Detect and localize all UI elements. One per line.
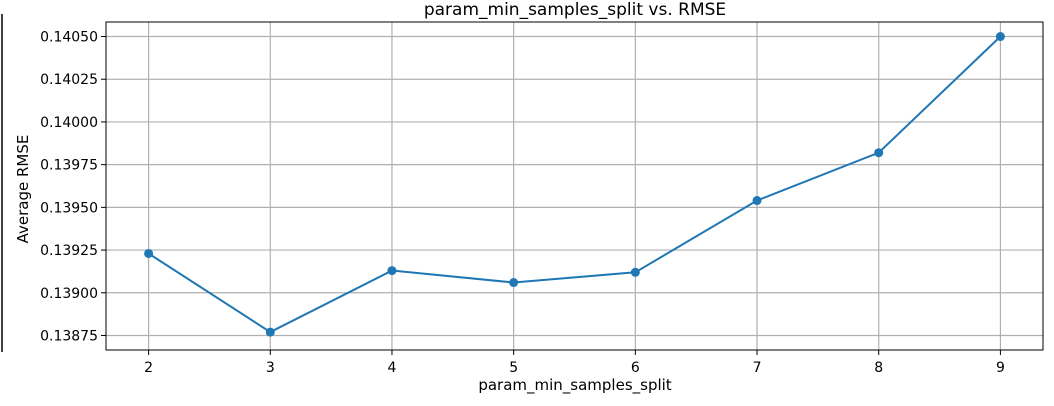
- x-tick-label: 6: [631, 360, 640, 376]
- data-point: [509, 278, 519, 288]
- data-point: [265, 327, 275, 337]
- data-point: [995, 32, 1005, 42]
- data-point: [874, 148, 884, 158]
- y-tick-label: 0.14050: [40, 30, 98, 46]
- x-tick-label: 9: [996, 360, 1005, 376]
- series-group: [144, 32, 1005, 337]
- y-tick-label: 0.14000: [40, 115, 98, 131]
- x-tick-label: 2: [144, 360, 153, 376]
- plot-frame: [105, 21, 1044, 351]
- x-tick-label: 8: [874, 360, 883, 376]
- x-tick-label: 4: [388, 360, 397, 376]
- y-tick-label: 0.13950: [40, 200, 98, 216]
- series-line: [148, 35, 1002, 334]
- x-tick-label: 3: [266, 360, 275, 376]
- data-point: [387, 266, 397, 276]
- x-axis-label: param_min_samples_split: [478, 376, 671, 395]
- y-tick-label: 0.14025: [40, 72, 98, 88]
- data-point: [630, 267, 640, 277]
- data-point: [752, 196, 762, 206]
- grid: [106, 22, 1043, 350]
- y-axis-ticks: 0.13875 0.13900 0.13925 0.13950 0.13975 0.140…: [40, 30, 106, 344]
- y-tick-label: 0.13975: [40, 158, 98, 174]
- y-tick-label: 0.13900: [40, 286, 98, 302]
- x-axis-ticks: 2 3 4 5 6 7 8 9: [144, 350, 1005, 376]
- data-point: [144, 248, 154, 258]
- y-axis-label: Average RMSE: [14, 135, 32, 244]
- chart-title: param_min_samples_split vs. RMSE: [424, 0, 726, 20]
- x-tick-label: 5: [509, 360, 518, 376]
- y-tick-label: 0.13925: [40, 243, 98, 259]
- y-tick-label: 0.13875: [40, 328, 98, 344]
- x-tick-label: 7: [753, 360, 762, 376]
